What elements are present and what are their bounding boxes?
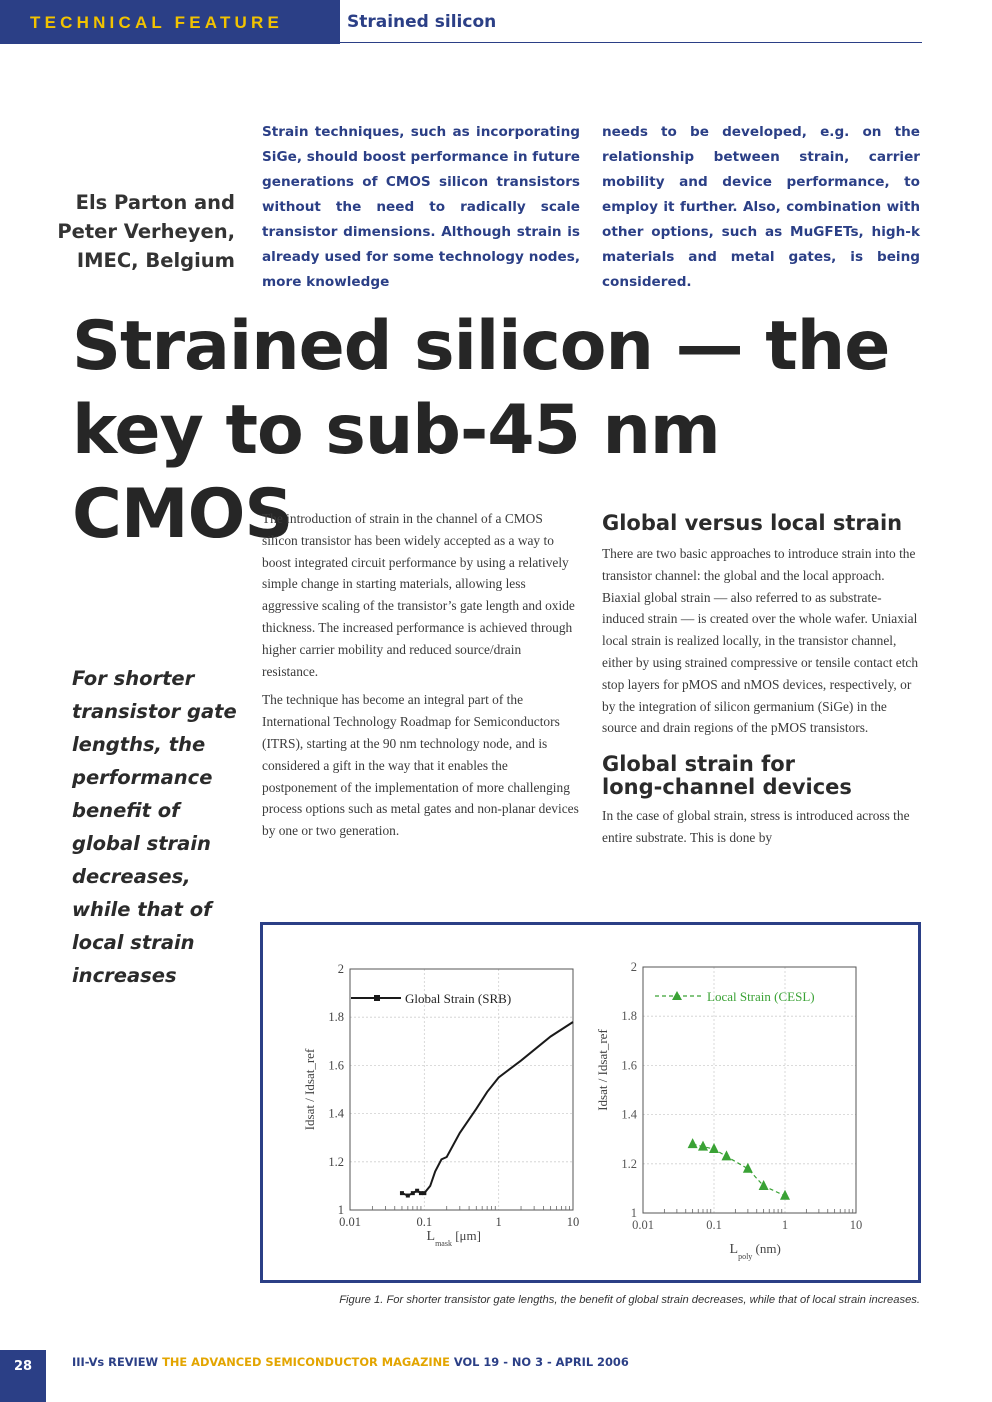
series-line [401,1021,574,1197]
data-point [698,1140,709,1151]
subheading-global-long: Global strain for long-channel devices [602,753,920,799]
x-tick-label: 1 [496,1215,502,1229]
y-tick-label: 1.2 [621,1157,637,1171]
body-column-2: Global versus local strain There are two… [602,512,920,856]
author-line-2: Peter Verheyen, [57,220,235,243]
feature-label: TECHNICAL FEATURE [0,0,340,44]
y-tick-label: 1.6 [621,1058,637,1072]
author-line-1: Els Parton and [75,191,235,214]
data-point [687,1138,698,1149]
header-rule [340,42,922,43]
data-point [399,1191,404,1196]
footer-line: III-Vs REVIEW THE ADVANCED SEMICONDUCTOR… [72,1355,629,1369]
x-tick-label: 10 [567,1215,580,1229]
x-tick-label: 0.01 [632,1218,654,1232]
subheading-line-1: Global strain for [602,752,796,777]
body-paragraph: In the case of global strain, stress is … [602,808,910,845]
x-axis-label: Lpoly (nm) [730,1241,781,1261]
legend-label: Local Strain (CESL) [707,989,815,1004]
y-tick-label: 1 [338,1203,344,1217]
y-axis-label: Idsat / Idsat_ref [302,1048,317,1130]
y-axis-label: Idsat / Idsat_ref [595,1029,610,1111]
subheading-line-2: long-channel devices [602,775,852,800]
data-point [418,1191,423,1196]
title-line-2: key to sub-45 nm CMOS [72,391,721,554]
page-number: 28 [0,1350,46,1402]
y-tick-label: 1.8 [621,1009,637,1023]
subheading-global-local: Global versus local strain [602,511,903,535]
title-line-1: Strained silicon — the [72,307,890,386]
plot-frame [642,966,857,1214]
author-line-3: IMEC, Belgium [76,249,235,272]
section-title: Strained silicon [347,12,497,32]
x-axis-label: Lmask [μm] [427,1228,481,1248]
legend-label: Global Strain (SRB) [405,991,511,1006]
footer-issue: VOL 19 - NO 3 - APRIL 2006 [453,1355,629,1369]
plot-frame [349,968,574,1211]
data-point [780,1189,790,1200]
data-point [742,1162,753,1173]
x-tick-label: 10 [850,1218,863,1232]
data-point [721,1150,732,1161]
y-tick-label: 1.6 [328,1058,344,1072]
body-paragraph: The introduction of strain in the channe… [262,511,575,679]
legend-marker [672,991,682,1000]
footer-magazine: THE ADVANCED SEMICONDUCTOR MAGAZINE [162,1355,450,1369]
body-column-1: The introduction of strain in the channe… [262,508,580,849]
footer-pub: III-Vs REVIEW [72,1355,159,1369]
y-tick-label: 2 [338,962,344,976]
data-point [709,1143,719,1154]
x-tick-label: 0.1 [706,1218,722,1232]
x-tick-label: 0.1 [417,1215,433,1229]
y-tick-label: 1.4 [621,1108,637,1122]
y-tick-label: 2 [631,960,637,974]
series-line [692,1143,786,1197]
figure-caption: Figure 1. For shorter transistor gate le… [339,1294,920,1306]
standfirst-col-2: needs to be developed, e.g. on the relat… [602,124,920,290]
figure-charts: 0.01 0.1 1 10 1 1.2 1.4 1.6 1.8 2 Idsat / Idsat_re… [302,960,863,1261]
x-tick-label: 0.01 [339,1215,361,1229]
legend-marker [374,995,380,1001]
figure-frame: 0.01 0.1 1 10 1 1.2 1.4 1.6 1.8 2 Idsat / Idsat_re… [260,922,921,1283]
x-tick-label: 1 [782,1218,788,1232]
y-tick-label: 1.8 [328,1010,344,1024]
author-block: Els Parton and Peter Verheyen, IMEC, Bel… [40,188,235,275]
body-paragraph: The technique has become an integral par… [262,692,579,839]
data-point [415,1188,420,1193]
standfirst-col-1: Strain techniques, such as incorporating… [262,124,580,290]
y-tick-label: 1.4 [328,1107,344,1121]
pull-quote: For shorter transistor gate lengths, the… [72,667,237,987]
y-tick-label: 1 [631,1206,637,1220]
y-tick-label: 1.2 [328,1155,344,1169]
data-point [422,1191,427,1196]
data-point [410,1191,415,1196]
article-title: Strained silicon — the key to sub-45 nm … [72,305,952,557]
data-point [405,1193,410,1198]
data-point [758,1179,769,1190]
body-paragraph: There are two basic approaches to introd… [602,546,919,736]
